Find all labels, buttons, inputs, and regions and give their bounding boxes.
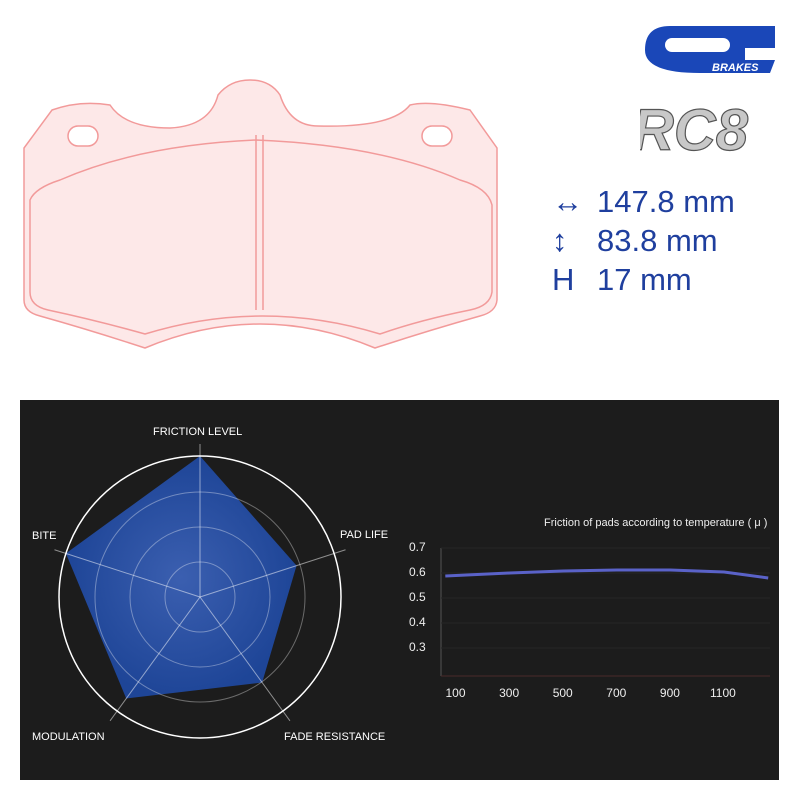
vertical-arrow-icon: ↕	[552, 223, 568, 258]
radar-spoke	[199, 596, 291, 722]
x-tick-label: 300	[499, 686, 520, 700]
y-tick-label: 0.6	[409, 565, 426, 579]
radar-label-friction-level: FRICTION LEVEL	[153, 426, 243, 438]
performance-panel: FRICTION LEVEL PAD LIFE FADE RESISTANCE …	[20, 400, 779, 780]
x-tick-label: 100	[445, 686, 466, 700]
x-tick-label: 900	[659, 686, 680, 700]
radar-chart	[54, 444, 346, 739]
cl-brakes-logo: BRAKES RC8	[640, 26, 775, 158]
radar-label-bite: BITE	[32, 530, 57, 542]
radar-label-fade-resistance: FADE RESISTANCE	[284, 731, 386, 743]
friction-line	[445, 568, 769, 580]
dimension-thickness: H 17 mm	[552, 262, 692, 297]
y-tick-label: 0.5	[409, 590, 426, 604]
svg-text:BRAKES: BRAKES	[712, 62, 759, 74]
x-tick-label: 1100	[710, 686, 736, 700]
chart-title: Friction of pads according to temperatur…	[544, 517, 768, 529]
radar-label-pad-life: PAD LIFE	[340, 529, 389, 541]
radar-area	[65, 456, 297, 699]
y-tick-label: 0.3	[409, 640, 426, 654]
y-tick-label: 0.7	[409, 540, 426, 554]
radar-spoke	[199, 549, 346, 598]
horizontal-arrow-icon: ↔	[552, 184, 583, 219]
dimension-width: ↔ 147.8 mm	[552, 184, 735, 219]
radar-spoke	[54, 549, 201, 598]
x-tick-label: 700	[606, 686, 627, 700]
y-tick-label: 0.4	[409, 615, 426, 629]
radar-label-modulation: MODULATION	[32, 731, 105, 743]
height-letter-icon: H	[552, 262, 575, 297]
radar-spoke	[109, 596, 201, 722]
friction-line-chart	[440, 547, 770, 677]
dimension-height: ↕ 83.8 mm	[552, 223, 718, 258]
brake-pad-outline	[23, 79, 498, 349]
x-tick-label: 500	[552, 686, 573, 700]
model-name: RC8	[640, 98, 749, 158]
dimensions-list: ↔ 147.8 mm ↕ 83.8 mm H 17 mm	[552, 182, 735, 299]
